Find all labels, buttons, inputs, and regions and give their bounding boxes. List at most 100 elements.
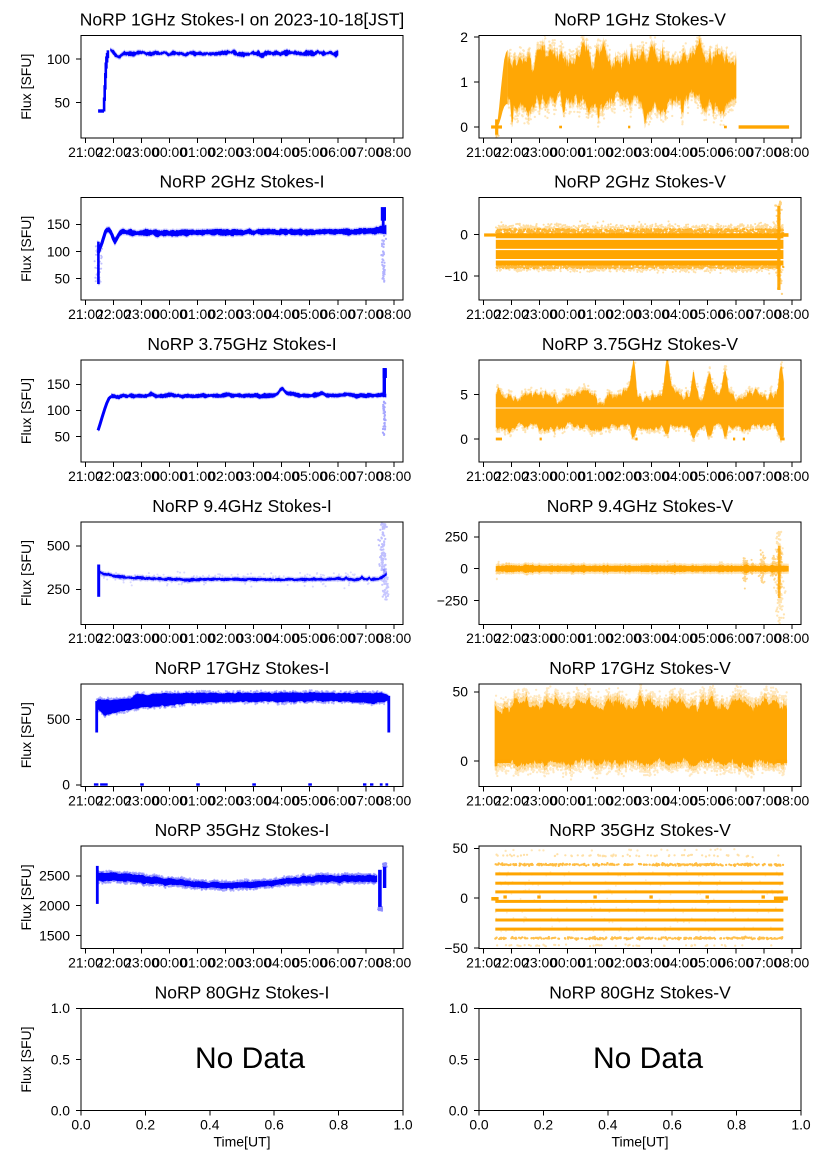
- svg-text:23:00: 23:00: [522, 792, 557, 808]
- svg-text:23:00: 23:00: [522, 306, 557, 322]
- svg-text:04:00: 04:00: [264, 468, 299, 484]
- svg-text:04:00: 04:00: [662, 306, 697, 322]
- svg-text:0: 0: [460, 119, 468, 135]
- svg-text:08:00: 08:00: [376, 306, 411, 322]
- svg-text:08:00: 08:00: [376, 955, 411, 971]
- svg-text:Flux [SFU]: Flux [SFU]: [18, 54, 34, 120]
- svg-text:01:00: 01:00: [180, 792, 215, 808]
- svg-text:250: 250: [47, 581, 70, 597]
- svg-text:07:00: 07:00: [746, 792, 781, 808]
- svg-text:22:00: 22:00: [494, 792, 529, 808]
- svg-text:0: 0: [460, 226, 468, 242]
- svg-text:22:00: 22:00: [96, 630, 131, 646]
- svg-text:07:00: 07:00: [348, 468, 383, 484]
- svg-text:21:00: 21:00: [466, 468, 501, 484]
- svg-text:04:00: 04:00: [662, 144, 697, 160]
- svg-text:06:00: 06:00: [320, 792, 355, 808]
- svg-text:0.0: 0.0: [51, 1103, 71, 1119]
- svg-text:07:00: 07:00: [746, 144, 781, 160]
- svg-text:06:00: 06:00: [718, 955, 753, 971]
- svg-text:0.6: 0.6: [663, 1117, 683, 1133]
- svg-text:0: 0: [460, 431, 468, 447]
- svg-text:02:00: 02:00: [606, 468, 641, 484]
- svg-text:08:00: 08:00: [774, 468, 809, 484]
- svg-text:00:00: 00:00: [152, 468, 187, 484]
- svg-text:21:00: 21:00: [466, 306, 501, 322]
- svg-text:01:00: 01:00: [578, 144, 613, 160]
- svg-text:00:00: 00:00: [152, 630, 187, 646]
- svg-text:02:00: 02:00: [208, 306, 243, 322]
- svg-text:01:00: 01:00: [180, 955, 215, 971]
- svg-text:07:00: 07:00: [348, 630, 383, 646]
- svg-text:05:00: 05:00: [292, 468, 327, 484]
- svg-text:03:00: 03:00: [236, 144, 271, 160]
- svg-text:00:00: 00:00: [550, 792, 585, 808]
- svg-text:02:00: 02:00: [208, 955, 243, 971]
- svg-text:03:00: 03:00: [634, 630, 669, 646]
- svg-text:02:00: 02:00: [606, 144, 641, 160]
- svg-text:00:00: 00:00: [550, 468, 585, 484]
- svg-text:0: 0: [460, 890, 468, 906]
- svg-text:05:00: 05:00: [292, 792, 327, 808]
- svg-text:0.0: 0.0: [469, 1117, 489, 1133]
- svg-text:NoRP 3.75GHz Stokes-V: NoRP 3.75GHz Stokes-V: [542, 334, 738, 354]
- svg-text:03:00: 03:00: [634, 955, 669, 971]
- svg-text:02:00: 02:00: [208, 144, 243, 160]
- svg-text:100: 100: [47, 51, 70, 67]
- svg-text:01:00: 01:00: [180, 630, 215, 646]
- svg-text:04:00: 04:00: [264, 144, 299, 160]
- svg-text:01:00: 01:00: [578, 306, 613, 322]
- svg-text:05:00: 05:00: [292, 955, 327, 971]
- svg-text:Flux [SFU]: Flux [SFU]: [18, 702, 34, 768]
- svg-text:50: 50: [453, 840, 469, 856]
- svg-text:02:00: 02:00: [208, 630, 243, 646]
- svg-text:0.8: 0.8: [727, 1117, 747, 1133]
- svg-text:01:00: 01:00: [578, 468, 613, 484]
- svg-text:22:00: 22:00: [494, 955, 529, 971]
- svg-text:22:00: 22:00: [494, 630, 529, 646]
- svg-text:500: 500: [47, 538, 70, 554]
- svg-text:00:00: 00:00: [550, 144, 585, 160]
- svg-text:NoRP 2GHz Stokes-V: NoRP 2GHz Stokes-V: [554, 172, 726, 192]
- svg-text:0.0: 0.0: [449, 1103, 469, 1119]
- svg-text:23:00: 23:00: [124, 468, 159, 484]
- svg-text:100: 100: [47, 243, 70, 259]
- svg-text:05:00: 05:00: [690, 630, 725, 646]
- svg-text:−10: −10: [444, 268, 468, 284]
- svg-text:08:00: 08:00: [774, 306, 809, 322]
- svg-text:05:00: 05:00: [690, 144, 725, 160]
- svg-text:150: 150: [47, 216, 70, 232]
- svg-text:03:00: 03:00: [236, 306, 271, 322]
- svg-text:21:00: 21:00: [68, 792, 103, 808]
- svg-text:−250: −250: [437, 592, 469, 608]
- svg-text:00:00: 00:00: [550, 306, 585, 322]
- svg-text:05:00: 05:00: [292, 306, 327, 322]
- svg-text:02:00: 02:00: [208, 792, 243, 808]
- svg-text:500: 500: [47, 711, 70, 727]
- svg-text:No Data: No Data: [195, 1042, 305, 1075]
- svg-text:07:00: 07:00: [746, 468, 781, 484]
- svg-text:22:00: 22:00: [494, 468, 529, 484]
- svg-text:NoRP 35GHz Stokes-V: NoRP 35GHz Stokes-V: [549, 820, 731, 840]
- svg-text:02:00: 02:00: [606, 630, 641, 646]
- svg-text:0: 0: [62, 777, 70, 793]
- svg-text:21:00: 21:00: [68, 955, 103, 971]
- svg-text:00:00: 00:00: [550, 630, 585, 646]
- svg-text:NoRP 35GHz Stokes-I: NoRP 35GHz Stokes-I: [155, 820, 330, 840]
- svg-text:03:00: 03:00: [634, 792, 669, 808]
- svg-text:22:00: 22:00: [96, 792, 131, 808]
- svg-text:NoRP 17GHz Stokes-V: NoRP 17GHz Stokes-V: [549, 658, 731, 678]
- svg-text:07:00: 07:00: [746, 630, 781, 646]
- svg-text:05:00: 05:00: [690, 792, 725, 808]
- svg-text:07:00: 07:00: [348, 306, 383, 322]
- svg-text:21:00: 21:00: [68, 468, 103, 484]
- svg-text:23:00: 23:00: [124, 630, 159, 646]
- svg-text:21:00: 21:00: [466, 955, 501, 971]
- svg-text:50: 50: [55, 270, 71, 286]
- svg-text:1.0: 1.0: [791, 1117, 811, 1133]
- svg-text:0.4: 0.4: [598, 1117, 618, 1133]
- svg-text:Flux [SFU]: Flux [SFU]: [18, 216, 34, 282]
- svg-text:08:00: 08:00: [774, 955, 809, 971]
- svg-text:04:00: 04:00: [662, 792, 697, 808]
- svg-text:05:00: 05:00: [690, 306, 725, 322]
